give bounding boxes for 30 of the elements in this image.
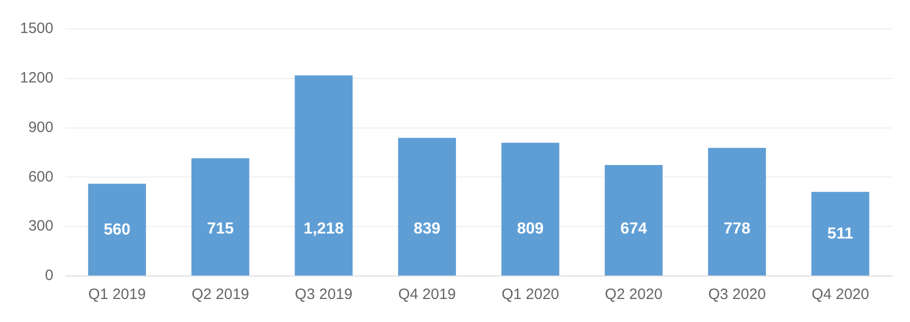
x-tick-label: Q4 2019 xyxy=(398,286,456,304)
data-label: 715 xyxy=(207,220,234,238)
data-label: 1,218 xyxy=(304,220,344,238)
data-label: 839 xyxy=(414,220,440,238)
bar xyxy=(88,184,146,276)
x-tick-label: Q2 2020 xyxy=(604,286,662,304)
data-label: 778 xyxy=(724,220,750,238)
x-tick-label: Q1 2019 xyxy=(88,286,146,304)
y-tick-label: 600 xyxy=(28,168,54,186)
bar xyxy=(398,138,456,276)
y-tick-label: 0 xyxy=(45,267,54,284)
data-label: 560 xyxy=(104,221,130,238)
bar xyxy=(501,142,560,276)
x-tick-label: Q4 2020 xyxy=(812,286,870,304)
bar xyxy=(604,165,663,276)
x-tick-label: Q1 2020 xyxy=(502,286,560,304)
y-tick-label: 1200 xyxy=(20,70,54,87)
bar xyxy=(294,75,353,276)
bar xyxy=(191,158,250,276)
x-tick-label: Q2 2019 xyxy=(192,286,250,304)
data-label: 809 xyxy=(516,220,544,238)
data-label: 674 xyxy=(620,220,648,238)
y-tick-label: 900 xyxy=(28,118,54,136)
x-tick-label: Q3 2020 xyxy=(708,286,766,304)
y-tick-label: 300 xyxy=(28,218,54,235)
x-tick-label: Q3 2019 xyxy=(294,286,352,304)
data-label: 511 xyxy=(827,225,854,242)
y-tick-label: 1500 xyxy=(20,20,54,38)
bar xyxy=(811,192,870,276)
bar xyxy=(708,148,766,276)
